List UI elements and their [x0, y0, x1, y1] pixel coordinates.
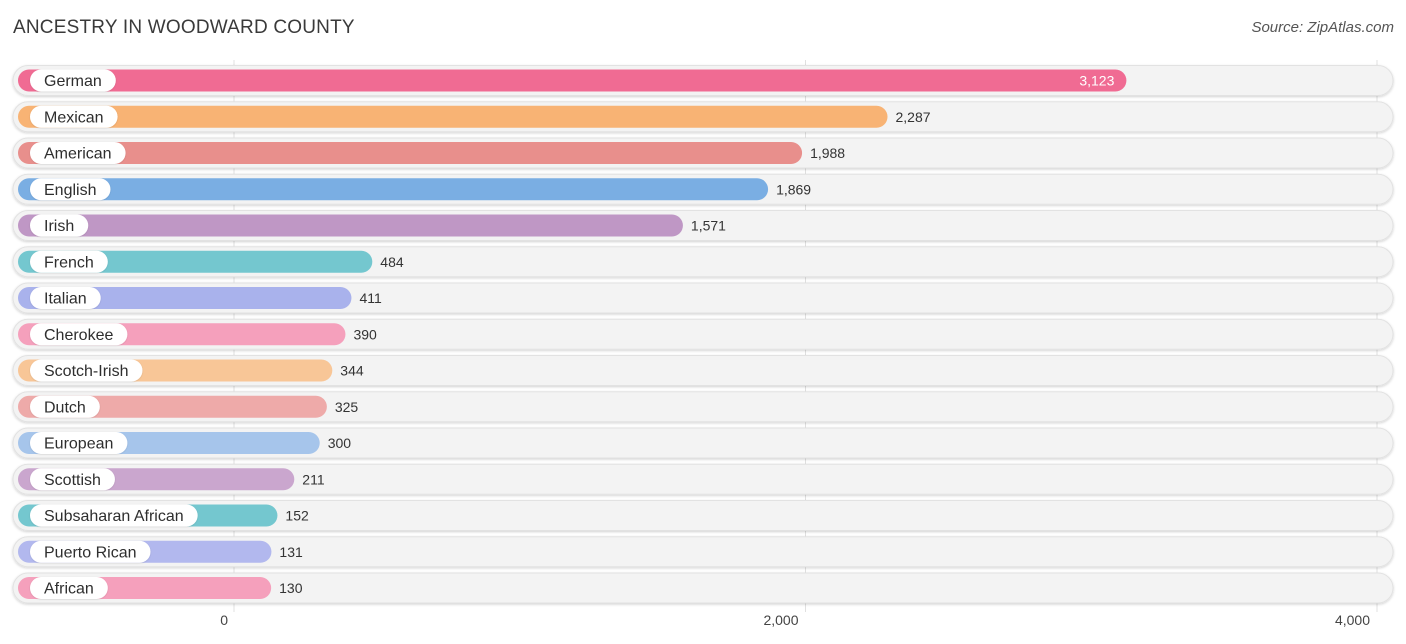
category-label: Scotch-Irish — [44, 363, 128, 380]
bar — [18, 105, 888, 128]
bar-track — [12, 391, 1394, 423]
value-label: 411 — [359, 290, 382, 306]
category-label-pill — [30, 323, 128, 346]
bar-row: Subsaharan African 152 — [12, 500, 1394, 531]
bar-row: Cherokee 390 — [12, 318, 1394, 350]
x-tick-label: 4,000 — [1335, 612, 1370, 628]
category-label: Irish — [44, 218, 74, 235]
category-label: German — [44, 73, 102, 90]
category-label-pill — [30, 178, 111, 201]
value-label: 344 — [340, 363, 364, 379]
category-label: Subsaharan African — [44, 508, 184, 525]
category-label-pill — [30, 504, 198, 527]
category-label-pill — [30, 468, 115, 491]
value-label: 152 — [285, 508, 309, 524]
category-label: Cherokee — [44, 327, 113, 344]
bar-row: German 3,123 — [12, 65, 1394, 96]
bar-track — [12, 536, 1394, 568]
value-label: 211 — [302, 471, 325, 487]
value-label: 300 — [328, 435, 352, 451]
value-label: 484 — [380, 254, 404, 270]
bar — [18, 287, 352, 309]
value-label: 325 — [335, 399, 359, 415]
value-label: 2,287 — [896, 109, 931, 125]
category-label-pill — [30, 395, 100, 418]
category-label-pill — [30, 142, 126, 164]
bar-track — [12, 500, 1394, 531]
bar-row: English 1,869 — [12, 173, 1394, 205]
category-label: Dutch — [44, 399, 86, 416]
category-label: Italian — [44, 291, 87, 308]
bar-row: Italian 411 — [12, 282, 1394, 314]
bar — [18, 250, 373, 273]
category-label-pill — [30, 432, 128, 454]
bar-row: Dutch 325 — [12, 391, 1394, 423]
bar-track — [12, 463, 1394, 495]
category-label-pill — [30, 287, 101, 309]
x-tick-label: 2,000 — [763, 612, 798, 628]
value-label: 131 — [279, 544, 303, 560]
x-tick-label: 0 — [220, 612, 228, 628]
category-label-pill — [30, 105, 118, 128]
bar-row: French 484 — [12, 246, 1394, 278]
bar-rows: German 3,123 Mexican 2,287 American 1,988 Engl… — [12, 65, 1394, 604]
bar-track — [12, 282, 1394, 314]
value-label: 390 — [353, 326, 377, 342]
value-label: 1,571 — [691, 218, 726, 234]
bar-row: Mexican 2,287 — [12, 101, 1394, 133]
chart-title: ANCESTRY IN WOODWARD COUNTY — [13, 17, 355, 38]
value-label: 1,869 — [776, 181, 811, 197]
value-label: 3,123 — [1079, 73, 1114, 89]
category-label: Puerto Rican — [44, 544, 137, 561]
bar-row: Scottish 211 — [12, 463, 1394, 495]
category-label: French — [44, 254, 94, 271]
bar — [18, 178, 769, 201]
category-label: Mexican — [44, 109, 104, 126]
category-label-pill — [30, 214, 89, 237]
value-label: 130 — [279, 580, 303, 596]
source-attribution: Source: ZipAtlas.com — [1251, 19, 1394, 36]
bar — [18, 214, 683, 237]
bar-row: African 130 — [12, 572, 1394, 604]
bar-track — [12, 355, 1394, 386]
bar-row: Scotch-Irish 344 — [12, 355, 1394, 386]
bar-track — [12, 427, 1394, 459]
bar-row: Irish 1,571 — [12, 210, 1394, 241]
value-label: 1,988 — [810, 145, 845, 161]
bar — [18, 69, 1127, 92]
category-label-pill — [30, 250, 108, 273]
category-label-pill — [30, 577, 108, 599]
x-axis-ticks: 0 2,000 4,000 — [220, 612, 1370, 628]
bar-track — [12, 318, 1394, 350]
category-label: African — [44, 581, 94, 598]
category-label: English — [44, 182, 96, 199]
category-label-pill — [30, 359, 143, 382]
bar-row: European 300 — [12, 427, 1394, 459]
bar-track — [12, 572, 1394, 604]
bar — [18, 142, 803, 164]
bar-row: American 1,988 — [12, 137, 1394, 169]
category-label: American — [44, 146, 112, 163]
bar-row: Puerto Rican 131 — [12, 536, 1394, 568]
category-label-pill — [30, 540, 151, 563]
category-label: European — [44, 436, 113, 453]
category-label-pill — [30, 69, 116, 92]
category-label: Scottish — [44, 472, 101, 489]
